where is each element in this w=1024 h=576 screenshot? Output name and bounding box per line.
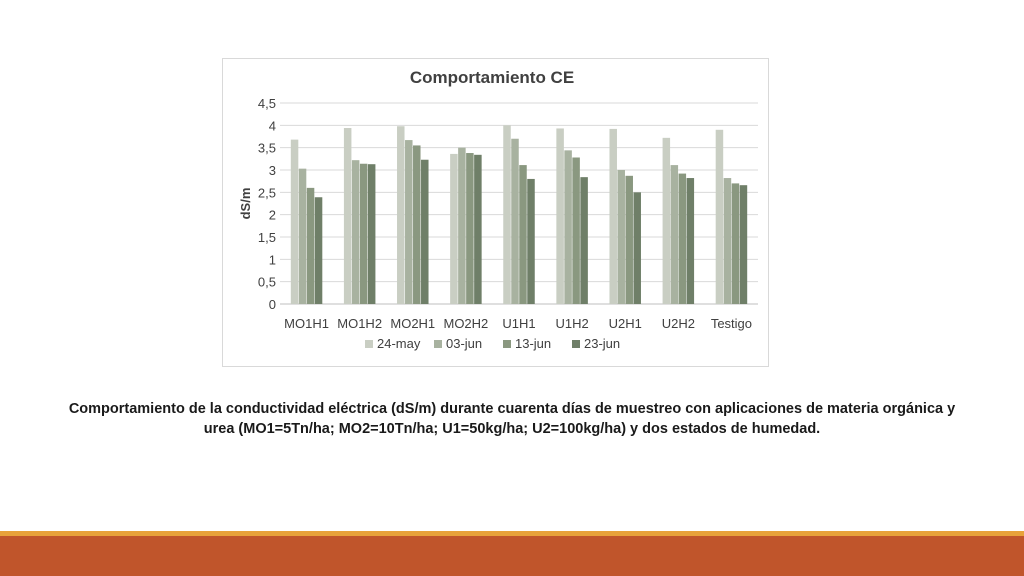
bar-mo1h2-24-may (343, 128, 352, 304)
y-tick-label: 4,5 (258, 96, 276, 111)
bar-mo1h2-03-jun (351, 160, 360, 304)
bar-mo1h1-13-jun (306, 187, 315, 304)
bar-u1h1-24-may (503, 125, 511, 304)
x-tick-label: Testigo (711, 316, 752, 331)
y-tick-label: 3,5 (258, 141, 276, 156)
bar-u1h2-13-jun (572, 157, 580, 304)
bar-chart: Comportamiento CE 0 0,5 1 1,5 2 2,5 3 3,5 4 4,5 dS/… (238, 68, 758, 351)
bar-mo2h2-23-jun (474, 154, 482, 304)
bar-mo1h2-23-jun (367, 164, 376, 304)
figure-caption: Comportamiento de la conductividad eléct… (68, 401, 956, 437)
bar-mo2h1-13-jun (413, 145, 421, 304)
bar-u2h1-13-jun (625, 175, 633, 304)
bar-testigo-13-jun (731, 183, 740, 304)
legend-label-13-jun: 13-jun (515, 336, 551, 351)
bar-mo1h1-03-jun (298, 168, 307, 304)
bar-u1h1-23-jun (527, 178, 535, 304)
bar-mo1h1-23-jun (314, 197, 323, 304)
bar-u2h1-24-may (609, 128, 617, 304)
x-tick-label: U2H2 (662, 316, 695, 331)
x-tick-label: MO2H2 (443, 316, 488, 331)
y-tick-label: 1,5 (258, 230, 276, 245)
legend-label-03-jun: 03-jun (446, 336, 482, 351)
x-tick-label: U1H1 (502, 316, 535, 331)
legend-swatch-24-may (365, 340, 373, 348)
bar-u1h2-03-jun (564, 150, 572, 304)
bar-u2h2-13-jun (678, 173, 687, 304)
x-tick-label: MO1H2 (337, 316, 382, 331)
bar-u2h2-03-jun (670, 165, 679, 304)
bar-mo2h2-13-jun (466, 153, 474, 304)
bar-u1h1-13-jun (519, 165, 527, 304)
bar-u2h1-23-jun (633, 192, 641, 304)
bar-mo2h2-03-jun (458, 147, 466, 304)
y-tick-label: 2 (269, 208, 276, 223)
footer-bar (0, 536, 1024, 576)
legend-label-23-jun: 23-jun (584, 336, 620, 351)
bar-mo2h1-24-may (397, 126, 405, 304)
bar-mo1h1-24-may (290, 139, 299, 304)
chart-title: Comportamiento CE (410, 68, 574, 87)
bar-testigo-23-jun (739, 185, 748, 304)
x-tick-label: MO2H1 (390, 316, 435, 331)
y-tick-label: 2,5 (258, 185, 276, 200)
footer-stripe (0, 531, 1024, 536)
bar-u2h2-24-may (662, 137, 671, 304)
y-axis-label: dS/m (238, 188, 253, 220)
y-tick-label: 3 (269, 163, 276, 178)
bar-mo2h1-03-jun (405, 140, 413, 304)
bar-u2h1-03-jun (617, 170, 625, 304)
bar-u1h1-03-jun (511, 138, 519, 304)
y-tick-label: 0 (269, 297, 276, 312)
bar-testigo-24-may (715, 129, 724, 304)
y-tick-label: 0,5 (258, 275, 276, 290)
x-tick-label: MO1H1 (284, 316, 329, 331)
bar-mo1h2-13-jun (359, 163, 368, 304)
legend-label-24-may: 24-may (377, 336, 421, 351)
bar-u1h2-23-jun (580, 177, 588, 304)
bar-mo2h1-23-jun (421, 159, 429, 304)
legend-swatch-03-jun (434, 340, 442, 348)
x-tick-label: U2H1 (609, 316, 642, 331)
bar-u1h2-24-may (556, 128, 564, 304)
bar-testigo-03-jun (723, 178, 732, 304)
x-tick-label: U1H2 (555, 316, 588, 331)
y-tick-label: 4 (269, 118, 276, 133)
legend-swatch-13-jun (503, 340, 511, 348)
bar-mo2h2-24-may (450, 153, 458, 304)
y-tick-label: 1 (269, 252, 276, 267)
legend-swatch-23-jun (572, 340, 580, 348)
bar-u2h2-23-jun (686, 178, 695, 304)
